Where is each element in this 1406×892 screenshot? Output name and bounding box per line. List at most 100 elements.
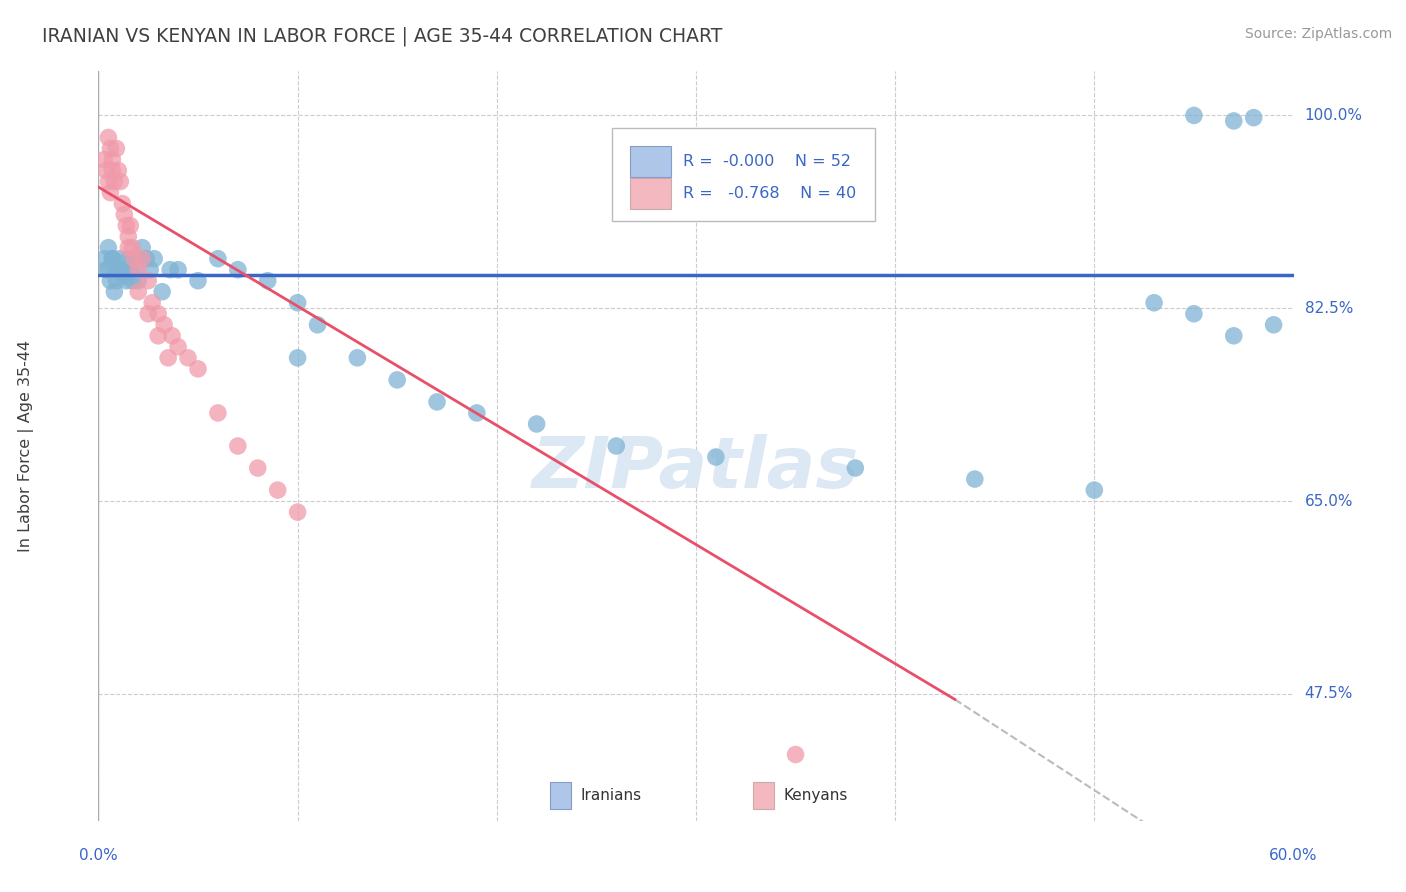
- Point: [111, 196, 134, 211]
- Point: [103, 285, 125, 299]
- Point: [115, 274, 138, 288]
- FancyBboxPatch shape: [754, 781, 773, 809]
- Text: 100.0%: 100.0%: [1305, 108, 1362, 123]
- Point: [101, 153, 124, 167]
- Point: [125, 252, 148, 266]
- Point: [105, 274, 128, 288]
- Point: [160, 328, 183, 343]
- Point: [148, 328, 170, 343]
- Point: [157, 351, 180, 365]
- Text: 82.5%: 82.5%: [1305, 301, 1353, 316]
- Point: [97, 262, 120, 277]
- Point: [139, 262, 162, 277]
- Point: [98, 274, 122, 288]
- Text: R =  -0.000    N = 52: R = -0.000 N = 52: [683, 154, 851, 169]
- Point: [141, 295, 163, 310]
- Point: [1182, 307, 1205, 321]
- Point: [287, 505, 309, 519]
- Point: [96, 163, 118, 178]
- Point: [287, 351, 309, 365]
- Text: 0.0%: 0.0%: [79, 848, 118, 863]
- Point: [177, 351, 200, 365]
- Point: [135, 252, 157, 266]
- Point: [844, 461, 866, 475]
- Point: [131, 252, 153, 266]
- Point: [120, 219, 142, 233]
- Point: [97, 241, 120, 255]
- Text: R =   -0.768    N = 40: R = -0.768 N = 40: [683, 186, 856, 201]
- Point: [98, 186, 122, 200]
- Point: [96, 262, 118, 277]
- Point: [1182, 108, 1205, 122]
- Point: [1083, 483, 1105, 497]
- Point: [98, 141, 122, 155]
- Point: [287, 295, 309, 310]
- Point: [131, 241, 153, 255]
- Point: [167, 340, 190, 354]
- Point: [127, 285, 149, 299]
- Point: [150, 285, 173, 299]
- Point: [1263, 318, 1285, 332]
- Point: [112, 268, 135, 283]
- Text: ZIPatlas: ZIPatlas: [533, 434, 859, 503]
- Point: [426, 395, 449, 409]
- FancyBboxPatch shape: [550, 781, 571, 809]
- Point: [1223, 114, 1246, 128]
- Point: [148, 307, 170, 321]
- Point: [267, 483, 290, 497]
- Text: 47.5%: 47.5%: [1305, 687, 1353, 701]
- Point: [465, 406, 488, 420]
- Point: [1223, 328, 1246, 343]
- Text: Source: ZipAtlas.com: Source: ZipAtlas.com: [1244, 27, 1392, 41]
- Point: [121, 274, 143, 288]
- Point: [112, 208, 135, 222]
- Point: [1243, 111, 1265, 125]
- Point: [97, 130, 120, 145]
- Text: IRANIAN VS KENYAN IN LABOR FORCE | AGE 35-44 CORRELATION CHART: IRANIAN VS KENYAN IN LABOR FORCE | AGE 3…: [42, 27, 723, 46]
- FancyBboxPatch shape: [613, 128, 876, 221]
- Point: [963, 472, 986, 486]
- Point: [605, 439, 627, 453]
- Point: [110, 175, 132, 189]
- Point: [93, 153, 115, 167]
- Point: [307, 318, 329, 332]
- Point: [124, 262, 146, 277]
- Point: [117, 252, 139, 266]
- FancyBboxPatch shape: [630, 178, 671, 209]
- Point: [226, 439, 249, 453]
- Point: [93, 252, 115, 266]
- Point: [207, 252, 229, 266]
- Point: [110, 252, 132, 266]
- Point: [143, 252, 166, 266]
- Point: [159, 262, 181, 277]
- Point: [120, 262, 142, 277]
- Point: [526, 417, 548, 431]
- Text: 60.0%: 60.0%: [1270, 848, 1317, 863]
- Point: [207, 406, 229, 420]
- Point: [704, 450, 727, 464]
- Point: [124, 252, 146, 266]
- Point: [256, 274, 278, 288]
- Point: [101, 163, 124, 178]
- Point: [346, 351, 368, 365]
- Point: [136, 274, 159, 288]
- Point: [187, 362, 209, 376]
- Point: [117, 241, 139, 255]
- Point: [785, 747, 807, 762]
- Point: [167, 262, 190, 277]
- Text: Iranians: Iranians: [581, 788, 641, 803]
- Point: [1143, 295, 1166, 310]
- Point: [115, 219, 138, 233]
- Point: [101, 252, 124, 266]
- Point: [107, 163, 129, 178]
- Text: Kenyans: Kenyans: [783, 788, 848, 803]
- Point: [111, 262, 134, 277]
- Point: [97, 175, 120, 189]
- Point: [127, 274, 149, 288]
- Point: [121, 241, 143, 255]
- Point: [153, 318, 176, 332]
- Point: [107, 262, 129, 277]
- Point: [105, 262, 128, 277]
- Point: [103, 175, 125, 189]
- Point: [187, 274, 209, 288]
